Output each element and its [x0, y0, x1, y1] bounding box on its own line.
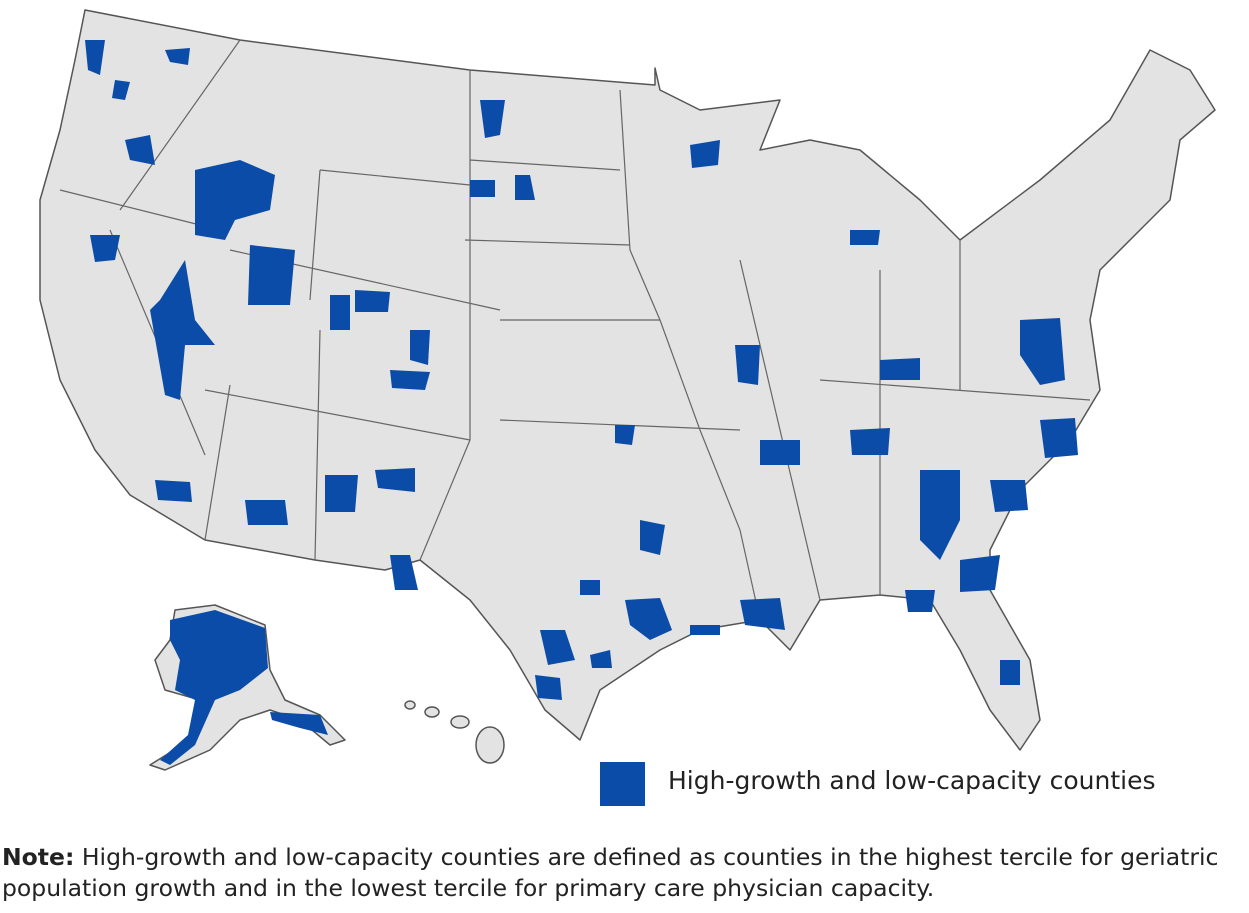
county-highlight: [1040, 418, 1078, 458]
county-highlight: [690, 140, 720, 168]
hawaii: [404, 700, 416, 710]
county-highlight: [850, 230, 880, 245]
contiguous-us: [39, 9, 1216, 751]
county-highlight: [355, 290, 390, 312]
county-highlight: [375, 468, 415, 492]
county-highlight: [960, 555, 1000, 592]
county-highlight: [390, 370, 430, 390]
county-highlight: [270, 712, 328, 735]
county-highlight: [735, 345, 760, 385]
county-highlight: [390, 555, 418, 590]
county-highlight: [690, 625, 720, 635]
county-highlight: [155, 480, 192, 502]
county-highlight: [760, 440, 800, 465]
legend-swatch: [600, 762, 645, 806]
county-highlight: [540, 630, 575, 665]
county-highlight: [245, 500, 288, 525]
county-highlight: [590, 650, 612, 668]
county-highlight: [480, 100, 505, 138]
county-highlight: [90, 235, 120, 262]
county-highlight: [990, 480, 1028, 512]
county-highlight: [150, 260, 215, 400]
county-highlight: [920, 470, 960, 560]
county-highlight: [165, 48, 190, 65]
hawaii: [475, 726, 505, 764]
county-highlight: [640, 520, 665, 555]
county-highlight: [470, 180, 495, 197]
hawaii: [450, 715, 470, 729]
county-highlight: [615, 425, 635, 445]
county-highlight: [580, 580, 600, 595]
county-highlights: [85, 40, 1078, 765]
note-label: Note:: [2, 843, 75, 871]
county-highlight: [330, 295, 350, 330]
county-highlight: [850, 428, 890, 455]
county-highlight: [85, 40, 105, 75]
county-highlight: [125, 135, 155, 165]
county-highlight: [195, 160, 275, 240]
county-highlight: [880, 358, 920, 380]
county-highlight: [905, 590, 935, 612]
county-highlight: [410, 330, 430, 365]
legend-label: High-growth and low-capacity counties: [668, 766, 1156, 795]
county-highlight: [535, 675, 562, 700]
note-text: High-growth and low-capacity counties ar…: [2, 843, 1219, 902]
map: [39, 9, 1216, 806]
county-highlight: [740, 598, 785, 630]
county-highlight: [112, 80, 130, 100]
county-highlight: [625, 598, 672, 640]
county-highlight: [1000, 660, 1020, 685]
state-border: [59, 39, 1091, 621]
hawaii: [424, 706, 440, 718]
county-highlight: [325, 475, 358, 512]
county-highlight: [248, 245, 295, 305]
county-highlight: [160, 610, 268, 765]
state-borders: [59, 39, 1091, 621]
county-highlight: [1020, 318, 1065, 385]
note: Note: High-growth and low-capacity count…: [2, 842, 1247, 904]
county-highlight: [515, 175, 535, 200]
